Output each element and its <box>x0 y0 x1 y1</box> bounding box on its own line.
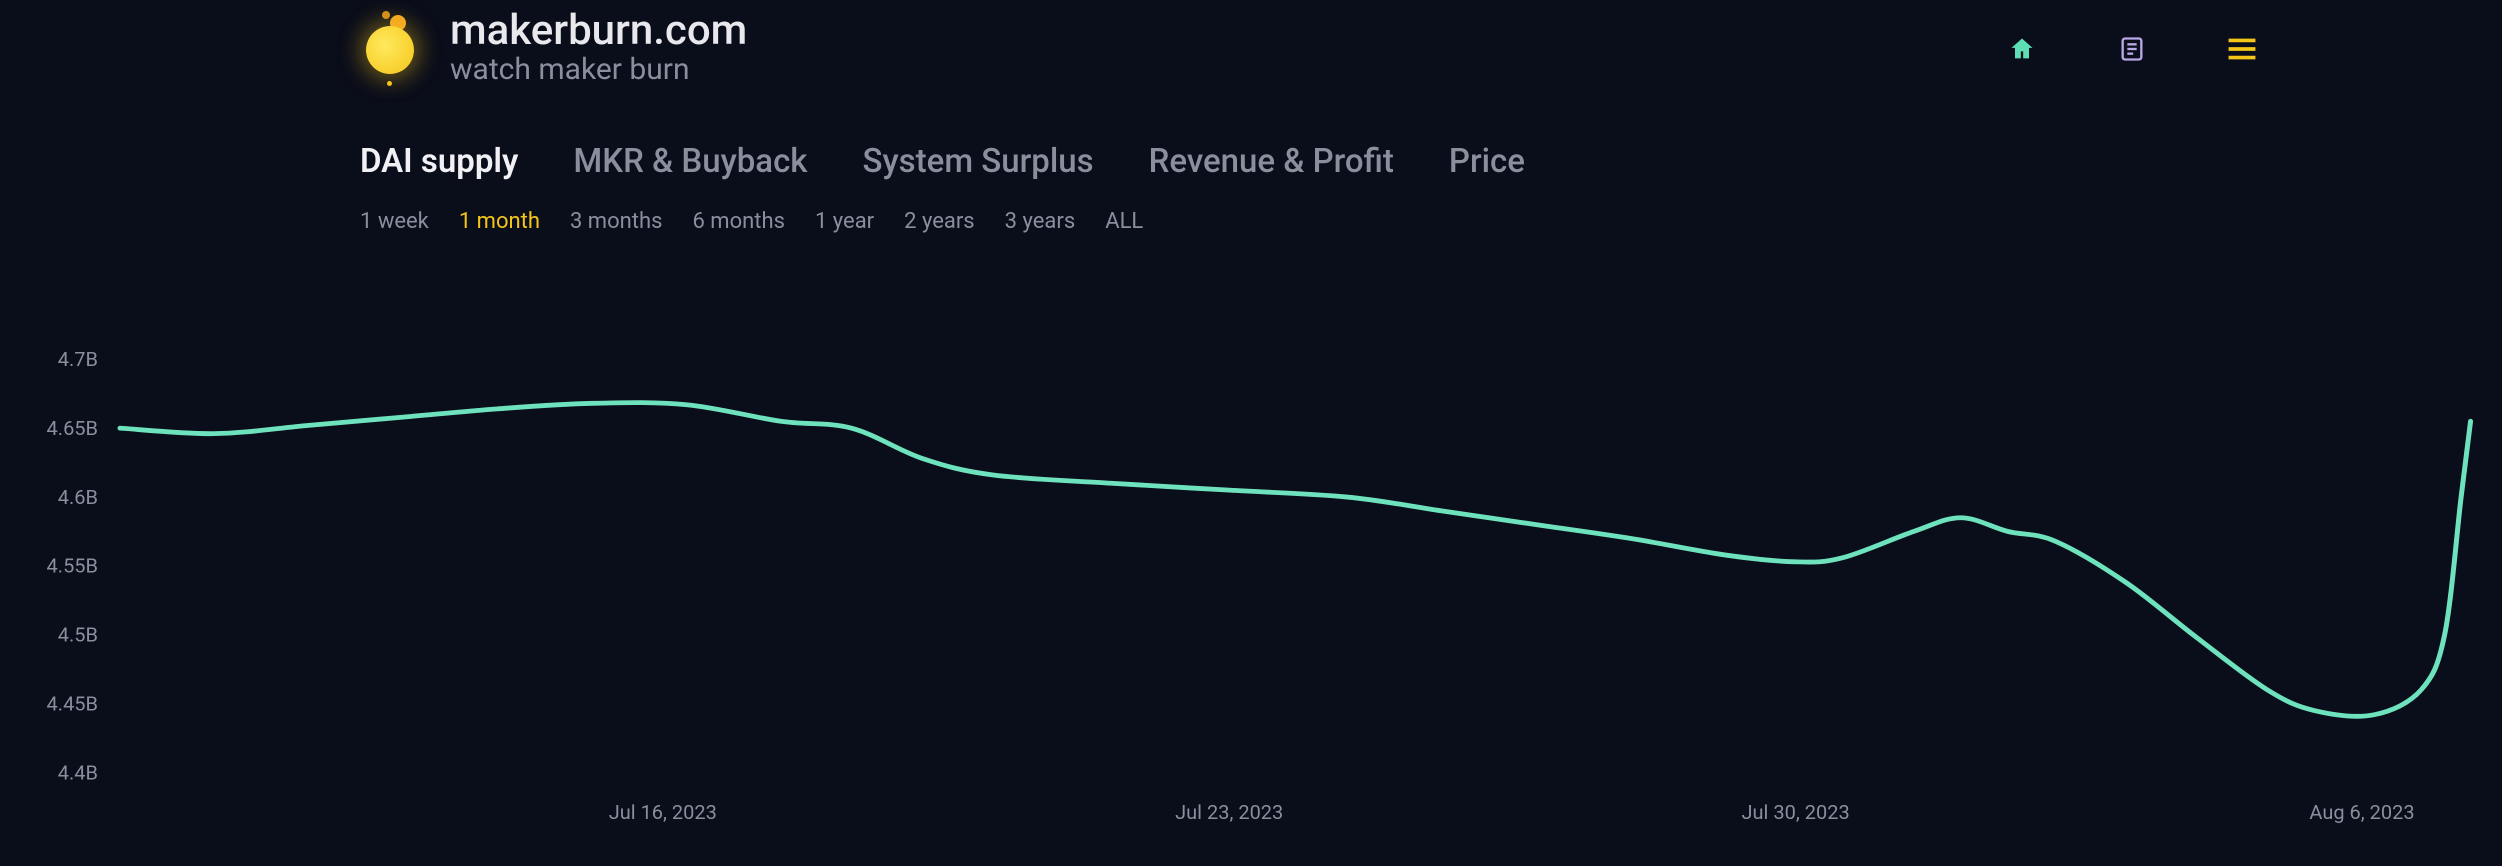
x-axis-label: Aug 6, 2023 <box>2309 801 2414 824</box>
menu-icon[interactable] <box>2222 29 2262 69</box>
range-2-years[interactable]: 2 years <box>904 209 975 234</box>
tab-system-surplus[interactable]: System Surplus <box>863 142 1094 181</box>
x-axis-label: Jul 16, 2023 <box>609 801 717 824</box>
header: makerburn.com watch maker burn <box>360 10 2282 87</box>
range-1-week[interactable]: 1 week <box>360 209 429 234</box>
tab-dai-supply[interactable]: DAI supply <box>360 142 518 181</box>
chart-tabs: DAI supply MKR & Buyback System Surplus Rev… <box>360 142 2282 181</box>
brand[interactable]: makerburn.com watch maker burn <box>360 10 747 87</box>
tab-mkr-buyback[interactable]: MKR & Buyback <box>573 142 807 181</box>
time-ranges: 1 week 1 month 3 months 6 months 1 year 2 yea… <box>360 209 2282 234</box>
y-axis-label: 4.6B <box>58 486 98 509</box>
document-icon[interactable] <box>2112 29 2152 69</box>
tab-price[interactable]: Price <box>1449 142 1525 181</box>
range-3-years[interactable]: 3 years <box>1005 209 1076 234</box>
site-subtitle: watch maker burn <box>450 52 747 87</box>
y-axis-label: 4.65B <box>47 417 98 440</box>
home-icon[interactable] <box>2002 29 2042 69</box>
x-axis-label: Jul 23, 2023 <box>1175 801 1283 824</box>
nav-icons <box>2002 29 2262 69</box>
y-axis-label: 4.55B <box>47 555 98 578</box>
range-1-month[interactable]: 1 month <box>459 209 540 234</box>
y-axis-label: 4.4B <box>58 762 98 785</box>
range-3-months[interactable]: 3 months <box>570 209 662 234</box>
chart-line <box>120 403 2471 717</box>
y-axis-label: 4.45B <box>47 693 98 716</box>
x-axis-label: Jul 30, 2023 <box>1742 801 1850 824</box>
tab-revenue-profit[interactable]: Revenue & Profit <box>1149 142 1394 181</box>
dai-supply-chart: 4.7B 4.65B 4.6B 4.55B 4.5B 4.45B 4.4B Jul 16, 2… <box>0 340 2502 840</box>
range-1-year[interactable]: 1 year <box>815 209 874 234</box>
y-axis-label: 4.5B <box>58 624 98 647</box>
range-6-months[interactable]: 6 months <box>692 209 784 234</box>
site-title: makerburn.com <box>450 10 747 52</box>
logo-icon <box>360 11 420 86</box>
chart-area: 4.7B 4.65B 4.6B 4.55B 4.5B 4.45B 4.4B Jul 16, 2… <box>0 340 2502 840</box>
y-axis-label: 4.7B <box>58 348 98 371</box>
range-all[interactable]: ALL <box>1105 209 1143 234</box>
